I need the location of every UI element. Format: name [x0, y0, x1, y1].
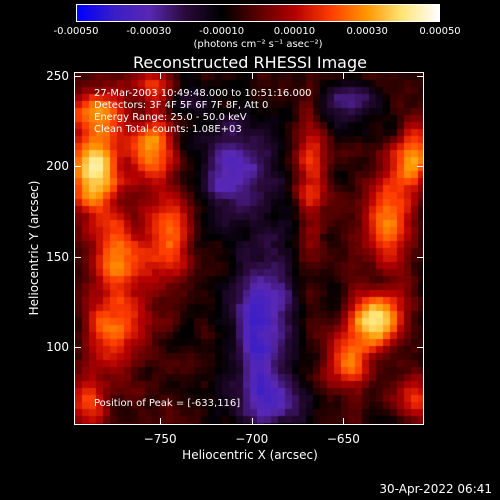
colorbar-tick-label: 0.00010	[273, 26, 316, 37]
y-tick-mark	[74, 256, 81, 258]
colorbar-tick-label: -0.00010	[199, 26, 245, 37]
colorbar-tick-label: 0.00050	[419, 26, 461, 37]
y-axis-label: Heliocentric Y (arcsec)	[27, 180, 41, 316]
annotation-time: 27-Mar-2003 10:49:48.000 to 10:51:16.000	[94, 88, 312, 99]
x-tick-label: −650	[326, 432, 360, 446]
colorbar	[76, 4, 440, 22]
annotation-energy: Energy Range: 25.0 - 50.0 keV	[94, 112, 247, 123]
y-tick-mark	[417, 256, 424, 258]
colorbar-tick-label: -0.00050	[53, 26, 99, 37]
heatmap-image	[75, 73, 423, 424]
y-tick-mark	[74, 347, 81, 349]
annotation-peak: Position of Peak = [-633,116]	[94, 398, 241, 409]
x-tick-mark	[343, 72, 345, 79]
x-tick-mark	[160, 418, 162, 425]
x-tick-label: −700	[235, 432, 269, 446]
x-tick-label: −750	[143, 432, 177, 446]
y-tick-label: 200	[46, 159, 69, 174]
timestamp: 30-Apr-2022 06:41	[379, 482, 492, 496]
colorbar-tick-label: 0.00030	[346, 26, 388, 37]
annotation-detectors: Detectors: 3F 4F 5F 6F 7F 8F, Att 0	[94, 100, 269, 111]
y-tick-mark	[417, 347, 424, 349]
y-tick-mark	[417, 166, 424, 168]
colorbar-unit-label: (photons cm⁻² s⁻¹ asec⁻²)	[193, 39, 323, 50]
y-tick-label: 250	[46, 68, 69, 83]
x-tick-mark	[251, 72, 253, 79]
y-tick-mark	[74, 166, 81, 168]
x-tick-mark	[251, 418, 253, 425]
chart-title: Reconstructed RHESSI Image	[133, 53, 367, 72]
annotation-counts: Clean Total counts: 1.08E+03	[94, 124, 242, 135]
x-tick-mark	[343, 418, 345, 425]
y-tick-mark	[74, 75, 81, 77]
plot-area	[74, 72, 424, 425]
colorbar-tick-label: -0.00030	[126, 26, 172, 37]
x-axis-label: Heliocentric X (arcsec)	[182, 448, 318, 462]
x-tick-mark	[160, 72, 162, 79]
y-tick-mark	[417, 75, 424, 77]
y-tick-label: 100	[46, 340, 69, 355]
y-tick-label: 150	[46, 249, 69, 264]
